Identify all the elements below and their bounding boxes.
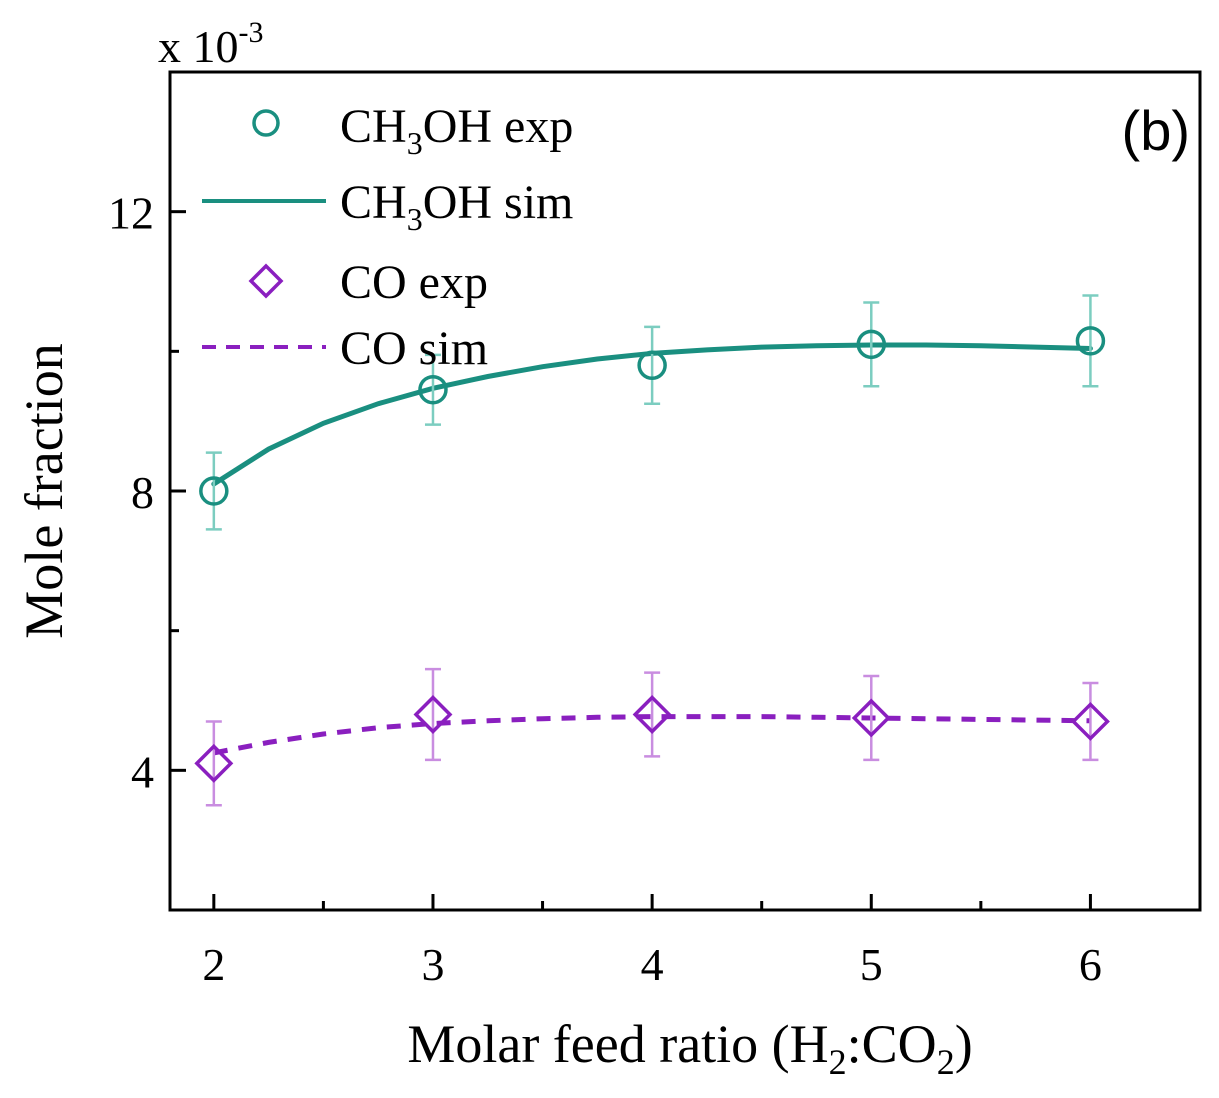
y-tick-label: 8 xyxy=(131,467,154,518)
co-exp-point xyxy=(194,743,234,783)
legend-label-ch3oh-sim: CH3OH sim xyxy=(340,176,573,237)
ch3oh-exp-point xyxy=(418,374,448,405)
legend: CH3OH exp CH3OH sim CO exp CO sim xyxy=(202,100,573,375)
markers xyxy=(194,326,1110,783)
legend-circle-marker xyxy=(252,109,280,137)
ch3oh-exp-point xyxy=(637,350,667,381)
legend-label-ch3oh-exp: CH3OH exp xyxy=(340,100,573,161)
co-exp-point xyxy=(632,694,672,734)
y-multiplier: x 10-3 xyxy=(158,16,264,72)
x-axis-label: Molar feed ratio (H2:CO2) xyxy=(407,1014,972,1082)
x-tick-label: 3 xyxy=(421,939,444,990)
co-sim-line xyxy=(213,714,1091,756)
x-tick-label: 6 xyxy=(1079,939,1102,990)
ch3oh-exp-point xyxy=(856,329,887,360)
y-tick-label: 12 xyxy=(108,188,154,239)
co-exp-point xyxy=(851,698,891,738)
x-tick-label: 4 xyxy=(641,939,664,990)
legend-diamond-marker xyxy=(248,263,284,299)
y-axis: 4 8 12 xyxy=(108,70,186,797)
ch3oh-exp-point xyxy=(199,476,229,506)
legend-label-co-sim: CO sim xyxy=(340,322,488,375)
x-tick-label: 5 xyxy=(860,939,883,990)
co-exp-point xyxy=(1070,701,1110,741)
plot-frame xyxy=(168,70,1202,912)
y-tick-label: 4 xyxy=(131,746,154,797)
co-exp-point xyxy=(413,694,453,734)
x-axis: 2 3 4 5 6 xyxy=(202,894,1102,990)
panel-label: (b) xyxy=(1122,99,1190,162)
error-bars xyxy=(205,294,1099,807)
x-tick-label: 2 xyxy=(202,939,225,990)
y-axis-label: Mole fraction xyxy=(14,343,74,638)
legend-label-co-exp: CO exp xyxy=(340,256,488,309)
ch3oh-exp-point xyxy=(1075,326,1106,356)
